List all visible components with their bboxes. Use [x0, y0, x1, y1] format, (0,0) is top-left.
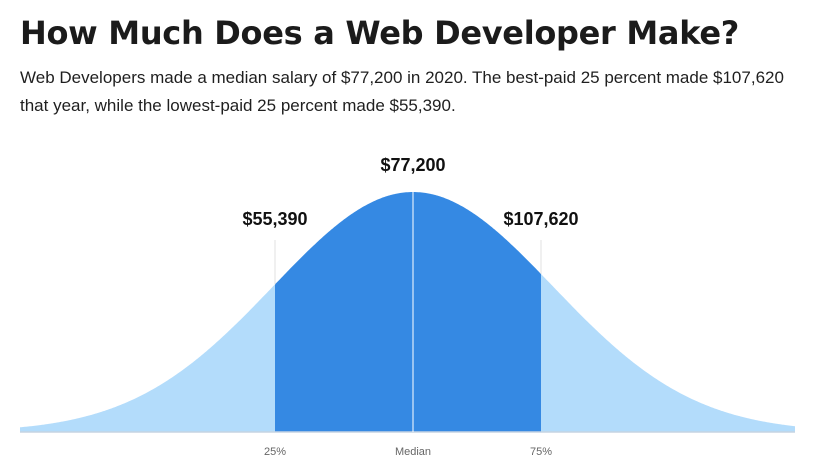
tick-label-median: Median: [395, 446, 431, 458]
page-subtitle: Web Developers made a median salary of $…: [20, 68, 784, 115]
curve-right-tail: [541, 274, 795, 432]
value-label-25: $55,390: [242, 209, 307, 229]
tick-label-75: 75%: [530, 446, 552, 458]
value-label-75: $107,620: [503, 209, 578, 229]
tick-label-25: 25%: [264, 446, 286, 458]
page-title: How Much Does a Web Developer Make?: [20, 14, 740, 52]
value-label-median: $77,200: [380, 155, 445, 175]
curve-left-tail: [20, 284, 275, 432]
curve-middle-range: [275, 192, 541, 432]
